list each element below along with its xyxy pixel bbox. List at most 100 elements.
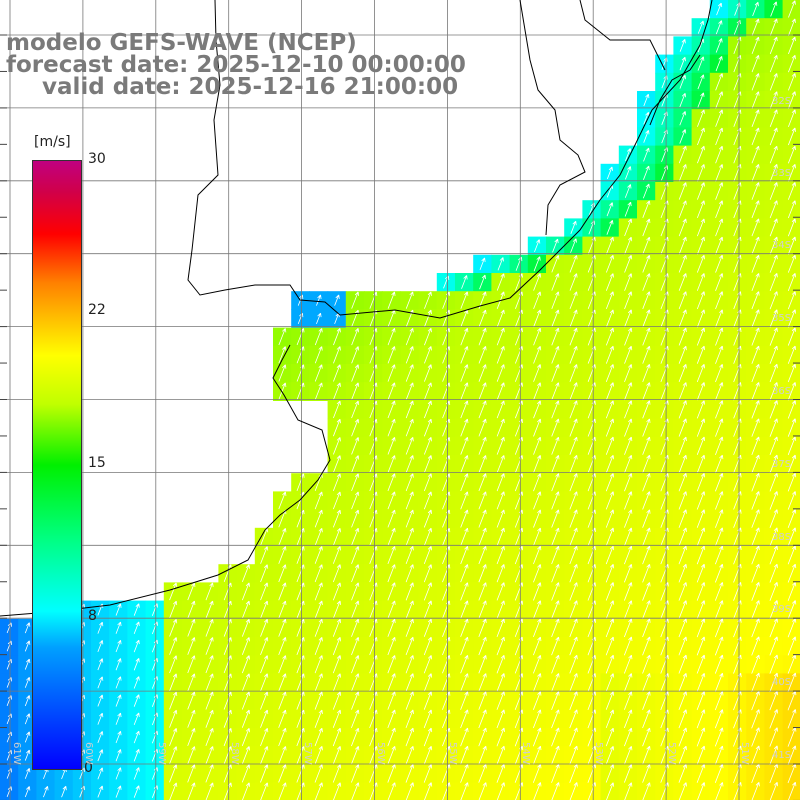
wind-arrow: [296, 346, 305, 364]
wind-arrow: [115, 676, 122, 689]
wind-arrow: [751, 363, 760, 383]
wind-arrow: [551, 273, 560, 291]
wind-arrow: [369, 400, 378, 419]
wind-arrow: [423, 509, 432, 528]
wind-arrow: [642, 764, 651, 783]
wind-arrow: [205, 673, 214, 692]
wind-arrow: [387, 364, 396, 382]
wind-arrow: [751, 182, 760, 200]
wind-arrow: [751, 709, 760, 729]
wind-arrow: [351, 746, 360, 765]
wind-arrow: [423, 655, 433, 674]
lat-label: 39S: [772, 604, 792, 615]
wind-arrow: [478, 346, 487, 364]
wind-arrow: [332, 600, 342, 619]
wind-arrow: [351, 491, 360, 510]
wind-arrow: [714, 545, 724, 565]
wind-arrow: [624, 291, 633, 310]
wind-arrow: [642, 418, 651, 437]
wind-arrow: [623, 600, 633, 619]
wind-arrow: [387, 782, 396, 800]
wind-arrow: [678, 654, 687, 674]
wind-arrow: [642, 382, 651, 401]
wind-arrow: [260, 564, 269, 583]
wind-arrow: [715, 182, 724, 200]
wind-arrow: [769, 672, 779, 693]
wind-arrow: [478, 782, 487, 800]
wind-arrow: [387, 673, 396, 692]
wind-arrow: [751, 164, 760, 182]
wind-arrow: [697, 109, 705, 127]
wind-arrow: [314, 546, 323, 564]
wind-cell: [782, 782, 800, 800]
wind-arrow: [460, 436, 469, 455]
wind-arrow: [497, 257, 504, 271]
wind-arrow: [332, 746, 342, 765]
lon-label: 61W: [11, 742, 22, 765]
wind-arrow: [551, 436, 560, 455]
wind-arrow: [115, 767, 122, 780]
wind-arrow: [351, 527, 360, 546]
wind-arrow: [605, 618, 615, 638]
border-line: [519, 0, 586, 236]
wind-arrow: [6, 658, 12, 670]
wind-arrow: [696, 509, 706, 528]
wind-arrow: [533, 327, 542, 346]
wind-arrow: [314, 491, 323, 510]
wind-arrow: [569, 763, 578, 783]
wind-arrow: [133, 676, 140, 689]
wind-arrow: [679, 56, 686, 71]
wind-arrow: [6, 786, 12, 797]
wind-arrow: [478, 491, 487, 510]
wind-arrow: [569, 582, 578, 601]
wind-arrow: [769, 273, 778, 292]
wind-arrow: [351, 509, 360, 528]
wind-arrow: [678, 527, 687, 547]
wind-arrow: [715, 73, 724, 91]
wind-arrow: [551, 564, 560, 583]
wind-arrow: [351, 582, 360, 601]
wind-arrow: [788, 109, 796, 127]
wind-arrow: [314, 655, 323, 674]
wind-arrow: [387, 564, 396, 583]
wind-arrow: [205, 655, 214, 674]
wind-arrow: [624, 184, 632, 198]
wind-arrow: [460, 418, 469, 437]
wind-arrow: [424, 309, 432, 328]
wind-arrow: [788, 781, 797, 800]
wind-arrow: [369, 455, 378, 473]
wind-arrow: [369, 691, 378, 710]
wind-arrow: [423, 491, 432, 510]
wind-arrow: [788, 54, 796, 73]
wind-arrow: [787, 163, 796, 182]
wind-arrow: [260, 764, 269, 783]
wind-arrow: [715, 400, 724, 419]
wind-arrow: [678, 727, 687, 747]
wind-arrow: [133, 603, 140, 616]
wind-arrow: [187, 618, 196, 637]
wind-arrow: [478, 582, 487, 601]
wind-arrow: [787, 127, 796, 146]
wind-arrow: [696, 763, 706, 783]
wind-arrow: [623, 618, 633, 638]
wind-arrow: [605, 746, 615, 765]
wind-arrow: [533, 436, 542, 455]
wind-arrow: [351, 764, 360, 783]
wind-arrow: [423, 745, 433, 765]
wind-arrow: [696, 454, 706, 474]
wind-arrow: [369, 382, 378, 400]
wind-arrow: [714, 582, 724, 601]
wind-arrow: [769, 491, 778, 510]
wind-arrow: [97, 731, 104, 743]
wind-arrow: [405, 382, 414, 400]
wind-arrow: [623, 654, 633, 674]
wind-arrow: [642, 345, 651, 364]
wind-arrow: [387, 709, 396, 729]
wind-arrow: [278, 364, 287, 382]
wind-arrow: [496, 455, 505, 473]
wind-arrow: [278, 709, 287, 728]
wind-arrow: [769, 309, 778, 328]
wind-arrow: [478, 400, 487, 419]
wind-arrow: [678, 618, 687, 638]
